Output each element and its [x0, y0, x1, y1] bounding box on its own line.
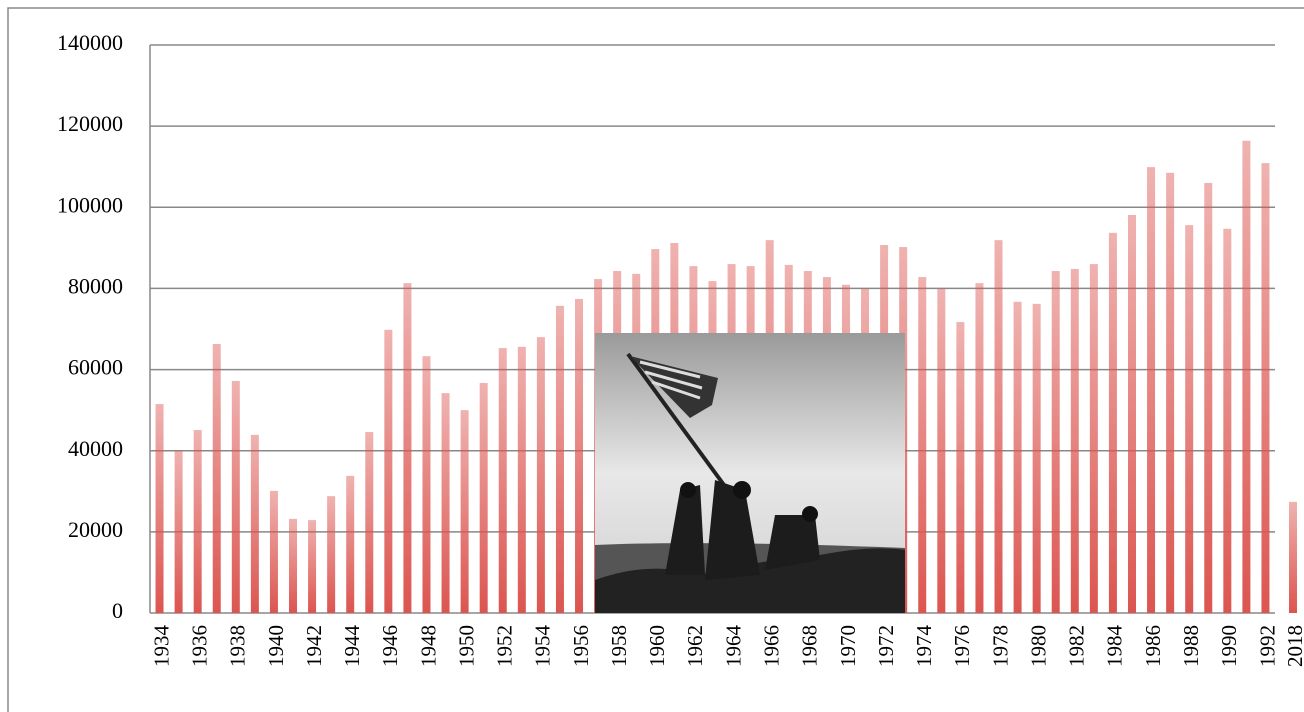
bar: [575, 299, 583, 613]
x-tick-label: 1982: [1065, 625, 1089, 667]
y-tick-label: 40000: [68, 436, 123, 461]
x-tick-label: 1964: [721, 625, 745, 668]
x-tick-label: 1934: [149, 625, 173, 668]
x-tick-label: 1992: [1255, 625, 1279, 667]
bar: [918, 277, 926, 613]
x-tick-label: 1988: [1179, 625, 1203, 667]
y-tick-label: 20000: [68, 517, 123, 542]
bar: [289, 519, 297, 613]
bar: [251, 435, 259, 613]
bar: [1223, 229, 1231, 613]
x-tick-label: 1952: [493, 625, 517, 667]
bar: [403, 283, 411, 613]
bar: [499, 348, 507, 613]
bar: [1147, 167, 1155, 613]
x-tick-label: 1966: [760, 625, 784, 667]
bar: [270, 491, 278, 613]
x-tick-label: 1978: [988, 625, 1012, 667]
bar: [937, 289, 945, 613]
x-tick-label: 1950: [454, 625, 478, 667]
bar: [327, 496, 335, 613]
x-tick-label: 1948: [416, 625, 440, 667]
x-tick-label: 1976: [950, 625, 974, 667]
y-tick-label: 60000: [68, 355, 123, 380]
x-tick-label: 1986: [1141, 625, 1165, 667]
bar: [1242, 141, 1250, 613]
x-tick-label: 1968: [798, 625, 822, 667]
bar: [1090, 264, 1098, 613]
bar: [461, 410, 469, 613]
x-tick-label: 1972: [874, 625, 898, 667]
y-tick-label: 100000: [57, 192, 123, 217]
bar: [556, 306, 564, 613]
bar: [156, 404, 164, 613]
bar: [1185, 225, 1193, 613]
bar: [1128, 215, 1136, 613]
photo: [595, 333, 905, 613]
bar: [346, 476, 354, 613]
x-tick-label: 1974: [912, 625, 936, 668]
x-tick-label: 1984: [1103, 625, 1127, 668]
y-tick-label: 140000: [57, 30, 123, 55]
chart: 0 20000 40000 60000 80000 100000 120000 140000 1…: [0, 0, 1304, 712]
bar: [1033, 304, 1041, 613]
bar: [1289, 502, 1297, 613]
bar: [1071, 269, 1079, 613]
bar: [384, 330, 392, 613]
x-tick-label: 1990: [1217, 625, 1241, 667]
bar: [1014, 302, 1022, 613]
bar: [537, 337, 545, 613]
x-tick-label: 1958: [607, 625, 631, 667]
x-tick-label: 1944: [340, 625, 364, 668]
bar: [1109, 233, 1117, 613]
x-tick-label: 1970: [836, 625, 860, 667]
bar: [1052, 271, 1060, 613]
y-tick-label: 120000: [57, 111, 123, 136]
y-tick-label: 80000: [68, 273, 123, 298]
bar: [194, 430, 202, 613]
x-tick-label: 1940: [264, 625, 288, 667]
x-tick-label: 1938: [226, 625, 250, 667]
x-tick-label: 1956: [569, 625, 593, 667]
bar: [213, 344, 221, 613]
x-tick-label: 1960: [645, 625, 669, 667]
x-tick-label: 1954: [531, 625, 555, 668]
bar: [480, 383, 488, 613]
bar: [1166, 173, 1174, 613]
bar: [518, 347, 526, 613]
bar: [365, 432, 373, 613]
bar: [175, 451, 183, 613]
x-tick-label: 1936: [187, 625, 211, 667]
x-tick-label: 2018: [1283, 625, 1304, 667]
bar: [308, 520, 316, 613]
bar: [442, 393, 450, 613]
bar: [232, 381, 240, 613]
x-tick-label: 1962: [683, 625, 707, 667]
y-tick-label: 0: [112, 598, 123, 623]
bar: [995, 240, 1003, 613]
x-tick-label: 1946: [378, 625, 402, 667]
bar: [422, 356, 430, 613]
bar: [975, 283, 983, 613]
x-tick-label: 1980: [1026, 625, 1050, 667]
bar: [1261, 163, 1269, 613]
x-tick-label: 1942: [302, 625, 326, 667]
bar: [1204, 183, 1212, 613]
bar: [956, 322, 964, 613]
